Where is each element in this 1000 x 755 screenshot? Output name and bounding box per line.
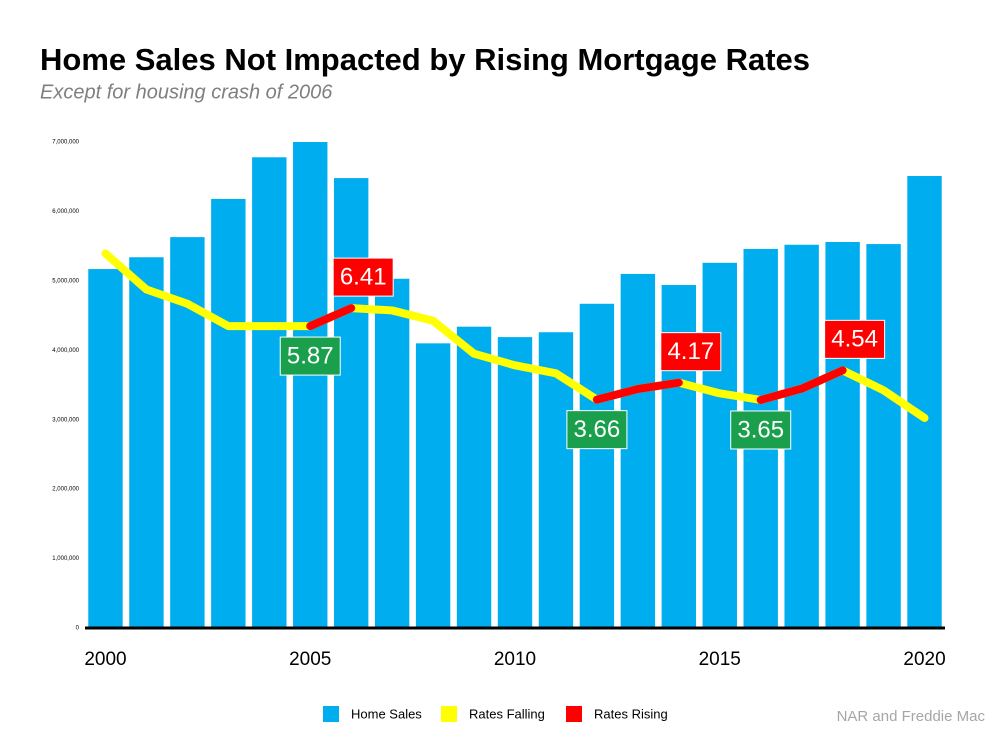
legend-swatch <box>566 706 582 722</box>
legend-label: Home Sales <box>351 706 422 721</box>
bar <box>907 176 942 628</box>
y-tick-label: 3,000,000 <box>52 417 79 423</box>
source: NAR and Freddie Mac <box>837 708 986 725</box>
y-tick-label: 4,000,000 <box>52 348 79 354</box>
bar <box>456 326 492 628</box>
label-box <box>279 336 341 376</box>
chart-subtitle: Except for housing crash of 2006 <box>40 81 333 103</box>
bar <box>497 337 533 628</box>
chart-title: Home Sales Not Impacted by Rising Mortga… <box>40 42 810 77</box>
label-box <box>824 319 886 359</box>
data-label: 3.65 <box>737 416 784 443</box>
rate-line <box>306 304 847 404</box>
x-tick-label: 2010 <box>494 649 536 670</box>
bar <box>579 303 615 628</box>
bar <box>252 157 287 628</box>
x-tick-label: 2015 <box>699 649 741 670</box>
y-tick-label: 6,000,000 <box>52 209 79 215</box>
data-label: 4.17 <box>667 338 714 365</box>
y-tick-label: 0 <box>76 626 80 632</box>
legend-swatch <box>441 706 457 722</box>
label-box <box>660 332 722 372</box>
bar <box>620 273 656 628</box>
x-tick-label: 2000 <box>84 649 126 670</box>
label-box <box>332 257 394 297</box>
legend-swatch <box>323 706 339 722</box>
bar <box>415 343 451 628</box>
data-label: 5.87 <box>287 342 334 369</box>
bar <box>211 198 246 628</box>
bar <box>293 142 328 628</box>
y-tick-label: 1,000,000 <box>52 556 79 562</box>
y-tick-label: 7,000,000 <box>52 140 79 146</box>
bar <box>88 269 123 628</box>
legend-label: Rates Falling <box>469 706 545 721</box>
bar <box>333 178 369 629</box>
y-tick-label: 2,000,000 <box>52 487 79 493</box>
data-label: 3.66 <box>574 416 621 443</box>
bar <box>866 244 901 628</box>
label-box <box>566 410 628 450</box>
legend-label: Rates Rising <box>594 706 668 721</box>
data-label: 6.41 <box>340 263 387 290</box>
bar <box>374 278 410 628</box>
x-tick-label: 2020 <box>903 649 945 670</box>
bar <box>129 257 164 628</box>
x-tick-label: 2005 <box>289 649 331 670</box>
data-label: 4.54 <box>831 326 878 353</box>
bar <box>825 241 860 628</box>
y-tick-label: 5,000,000 <box>52 278 79 284</box>
label-box <box>730 410 792 450</box>
